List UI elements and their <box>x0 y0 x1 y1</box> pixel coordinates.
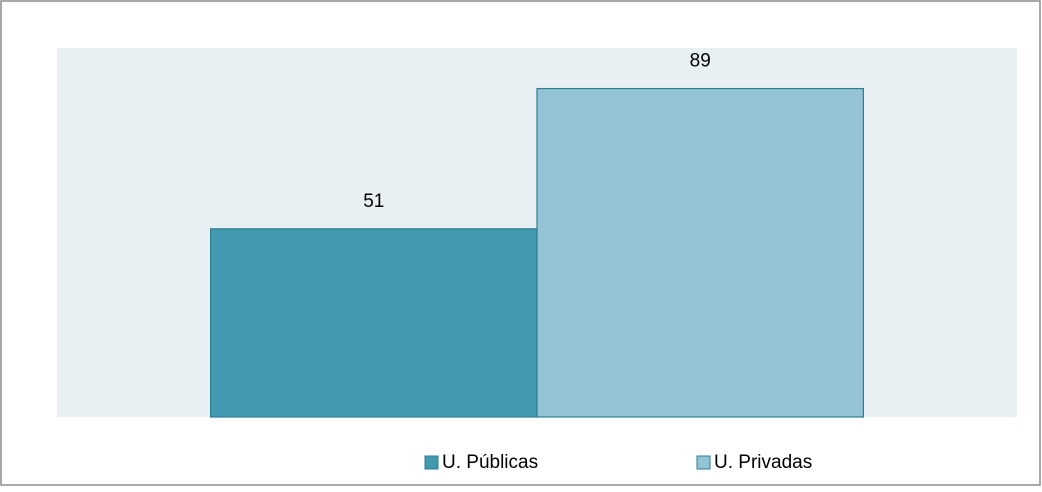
data-label: 89 <box>690 51 711 72</box>
bar <box>536 87 864 418</box>
legend-swatch <box>424 455 439 470</box>
bar <box>210 228 538 418</box>
data-label: 51 <box>363 191 384 212</box>
legend-label: U. Públicas <box>442 452 538 473</box>
legend-swatch <box>696 455 711 470</box>
legend-label: U. Privadas <box>714 452 812 473</box>
